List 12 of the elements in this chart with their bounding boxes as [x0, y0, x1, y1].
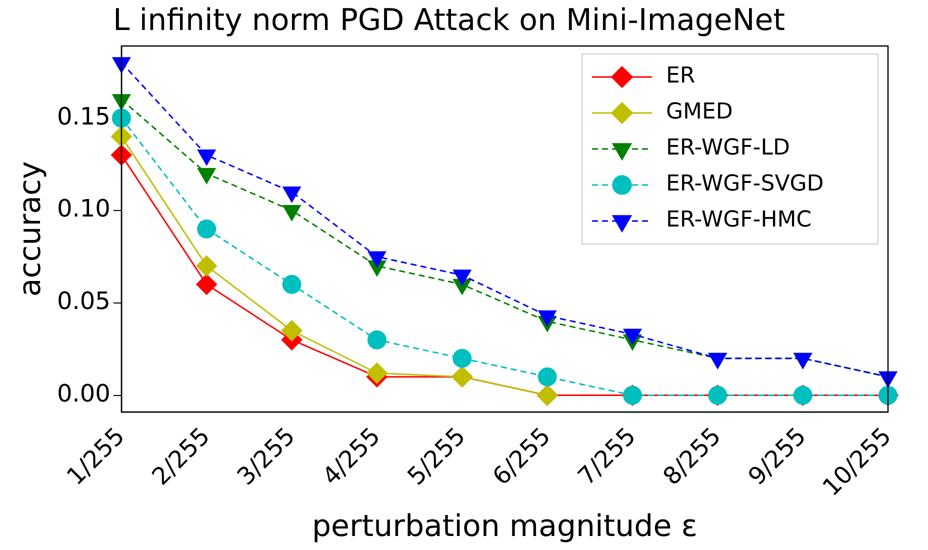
legend-label: GMED — [666, 100, 733, 125]
legend-label: ER — [666, 64, 696, 89]
chart-title: L infinity norm PGD Attack on Mini-ImageNet — [112, 2, 786, 38]
x-axis-title: perturbation magnitude ε — [312, 508, 698, 544]
legend-label: ER-WGF-LD — [666, 136, 790, 161]
legend-label: ER-WGF-HMC — [666, 208, 812, 233]
y-tick-label: 0.10 — [57, 194, 110, 223]
y-tick-label: 0.15 — [57, 102, 110, 130]
legend-label: ER-WGF-SVGD — [666, 172, 824, 197]
y-axis-title: accuracy — [12, 161, 48, 297]
y-tick-label: 0.00 — [57, 380, 110, 408]
y-tick-label: 0.05 — [57, 287, 110, 316]
